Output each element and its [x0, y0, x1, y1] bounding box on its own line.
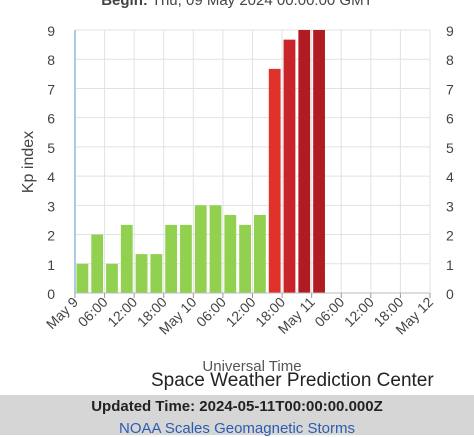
y-tick-label-right: 8: [446, 52, 454, 68]
kp-bar[interactable]: [254, 214, 266, 293]
kp-bar[interactable]: [313, 30, 325, 293]
kp-bar[interactable]: [120, 224, 133, 293]
x-tick-label: 12:00: [104, 294, 140, 330]
kp-bar[interactable]: [76, 263, 89, 293]
x-tick-label: 06:00: [311, 294, 347, 330]
kp-bar[interactable]: [106, 263, 118, 293]
kp-bar[interactable]: [283, 39, 296, 293]
y-tick-label-right: 2: [446, 228, 454, 244]
kp-bar[interactable]: [165, 224, 178, 293]
y-tick-label-left: 8: [47, 52, 55, 68]
kp-bar[interactable]: [209, 205, 222, 293]
y-tick-label-right: 3: [446, 198, 454, 214]
kp-bar[interactable]: [180, 224, 192, 293]
footer-bar: Updated Time: 2024-05-11T00:00:00.000Z N…: [0, 395, 474, 437]
y-tick-label-right: 5: [446, 140, 454, 156]
begin-value: Thu, 09 May 2024 00:00:00 GMT: [151, 0, 373, 9]
kp-bar[interactable]: [91, 234, 104, 293]
y-axis-label: Kp index: [20, 131, 37, 193]
x-axis-label: Universal Time: [202, 358, 301, 375]
y-tick-label-left: 0: [47, 286, 55, 302]
x-tick-label: 12:00: [341, 294, 377, 330]
updated-time: Updated Time: 2024-05-11T00:00:00.000Z: [91, 398, 383, 415]
y-tick-label-right: 0: [446, 286, 454, 302]
y-tick-label-left: 9: [47, 23, 55, 39]
chart-grid: [75, 29, 431, 294]
y-tick-label-left: 4: [47, 169, 55, 185]
y-tick-label-left: 6: [47, 111, 55, 127]
credit-text: Space Weather Prediction Center: [151, 370, 434, 391]
y-tick-label-left: 1: [47, 257, 55, 273]
noaa-scales-link[interactable]: NOAA Scales Geomagnetic Storms: [119, 420, 355, 437]
y-tick-label-right: 6: [446, 111, 454, 127]
x-tick-label: 06:00: [75, 294, 111, 330]
x-tick-label: 12:00: [223, 294, 259, 330]
x-tick-label: 06:00: [193, 294, 229, 330]
kp-bar[interactable]: [268, 68, 281, 293]
kp-bar[interactable]: [194, 205, 207, 293]
kp-bar[interactable]: [239, 224, 251, 293]
y-tick-label-right: 4: [446, 169, 454, 185]
y-tick-label-left: 3: [47, 198, 55, 214]
kp-bar[interactable]: [150, 254, 163, 293]
begin-header: Begin: Thu, 09 May 2024 00:00:00 GMT: [0, 0, 474, 9]
y-tick-label-right: 1: [446, 257, 454, 273]
chart-bars: [76, 30, 325, 293]
begin-label: Begin:: [101, 0, 148, 9]
y-tick-label-right: 9: [446, 23, 454, 39]
kp-bar[interactable]: [224, 214, 237, 293]
y-tick-label-left: 7: [47, 81, 55, 97]
y-tick-label-left: 5: [47, 140, 55, 156]
kp-bar[interactable]: [298, 30, 311, 293]
kp-bar[interactable]: [135, 254, 148, 293]
y-tick-label-left: 2: [47, 228, 55, 244]
y-tick-label-right: 7: [446, 81, 454, 97]
